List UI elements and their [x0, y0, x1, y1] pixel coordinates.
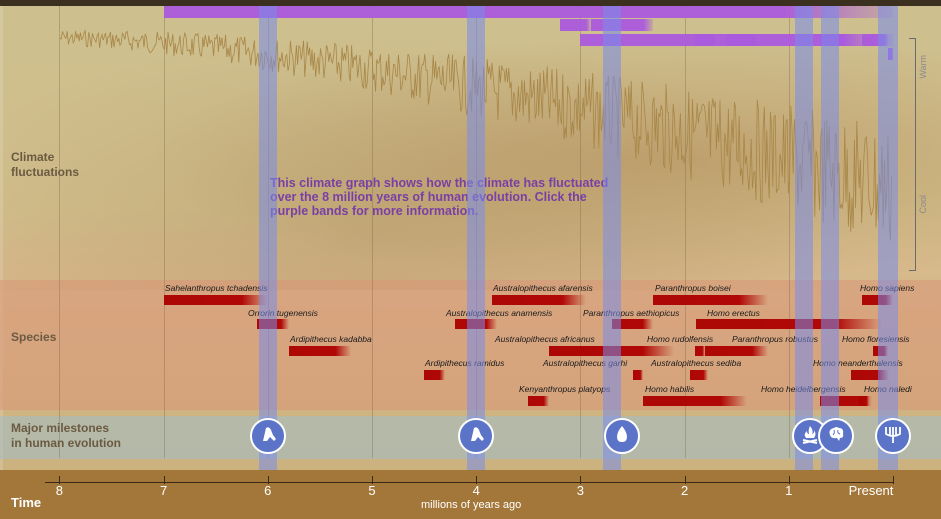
species-label[interactable]: Australopithecus anamensis [446, 308, 553, 318]
trident-tools-icon [882, 423, 904, 450]
climate-row-label: Climate fluctuations [11, 150, 79, 179]
species-bar[interactable] [163, 295, 268, 305]
grid-line [684, 6, 686, 458]
axis-tick-label: 1 [785, 483, 793, 498]
purple-period-bar[interactable] [726, 34, 758, 46]
axis-tick-label: 4 [472, 483, 480, 498]
species-label[interactable]: Australopithecus garhi [543, 358, 628, 368]
species-label[interactable]: Australopithecus afarensis [493, 283, 593, 293]
species-label[interactable]: Kenyanthropus platyops [519, 384, 611, 394]
species-label[interactable]: Paranthropus robustus [732, 334, 818, 344]
warm-label: Warm [918, 55, 928, 79]
climate-band[interactable] [795, 6, 814, 470]
axis-tick [684, 476, 686, 484]
species-label[interactable]: Australopithecus sediba [651, 358, 742, 368]
grid-line [163, 6, 165, 458]
axis-title: millions of years ago [421, 499, 522, 511]
species-bar[interactable] [695, 346, 706, 356]
axis-tick [893, 476, 894, 484]
species-bar[interactable] [491, 295, 586, 305]
axis-tick-label: Present [848, 483, 894, 498]
purple-period-bar[interactable] [695, 34, 716, 46]
axis-tick-label: 5 [368, 483, 376, 498]
species-label[interactable]: Homo habilis [645, 384, 695, 394]
axis-tick [267, 476, 269, 484]
milestone-button[interactable] [875, 418, 911, 454]
climate-band[interactable] [821, 6, 840, 470]
top-strip [0, 0, 941, 6]
purple-period-bar[interactable] [559, 19, 591, 31]
species-bar[interactable] [851, 370, 889, 380]
stone-tool-icon [611, 423, 633, 450]
species-bar[interactable] [611, 319, 654, 329]
axis-tick-label: 2 [680, 483, 689, 498]
species-label[interactable]: Paranthropus aethiopicus [583, 308, 680, 318]
species-bar[interactable] [528, 396, 550, 406]
warm-cool-scale [909, 38, 916, 271]
milestone-button[interactable] [249, 418, 286, 454]
bipedal-walking-icon [257, 423, 279, 450]
species-bar[interactable] [820, 396, 873, 406]
species-bar[interactable] [632, 370, 643, 380]
species-bar[interactable] [642, 396, 748, 406]
campfire-icon [799, 423, 821, 450]
climate-band[interactable] [258, 6, 277, 470]
milestone-button[interactable] [458, 418, 495, 454]
axis-tick [163, 476, 165, 484]
species-bar[interactable] [288, 346, 352, 356]
species-label[interactable]: Homo neanderthalensis [813, 358, 903, 368]
species-row-label: Species [11, 330, 57, 344]
axis-tick [788, 476, 790, 484]
species-bar[interactable] [689, 370, 708, 380]
cool-label: Cool [918, 195, 928, 214]
species-bar[interactable] [705, 346, 768, 356]
species-bar[interactable] [858, 396, 870, 406]
axis-line [45, 482, 893, 483]
climate-band[interactable] [877, 6, 898, 470]
species-label[interactable]: Orrorin tugenensis [248, 308, 318, 318]
purple-period-bar[interactable] [590, 19, 654, 31]
brain-icon [825, 423, 847, 450]
grid-line [59, 6, 61, 458]
species-label[interactable]: Sahelanthropus tchadensis [165, 283, 268, 293]
milestones-row-label: Major milestones in human evolution [11, 421, 121, 450]
axis-tick-label: 7 [159, 483, 168, 498]
species-bar[interactable] [424, 370, 445, 380]
species-label[interactable]: Homo rudolfensis [647, 334, 714, 344]
species-label[interactable]: Homo floresiensis [842, 334, 910, 344]
climate-band[interactable] [602, 6, 621, 470]
grid-line [372, 6, 373, 458]
grid-line [788, 6, 790, 458]
milestone-button[interactable] [604, 418, 641, 454]
species-label[interactable]: Ardipithecus ramidus [425, 358, 505, 368]
species-label[interactable]: Ardipithecus kadabba [290, 334, 372, 344]
axis-tick-label: 6 [264, 483, 272, 498]
species-bar[interactable] [696, 319, 882, 329]
species-label[interactable]: Paranthropus boisei [655, 283, 731, 293]
axis-tick-label: 8 [55, 483, 64, 498]
grid-line [580, 6, 582, 458]
bipedal-walking-icon [465, 423, 487, 450]
climate-band[interactable] [467, 6, 486, 470]
purple-period-bar[interactable] [163, 6, 893, 18]
time-axis [0, 470, 941, 519]
time-label: Time [11, 495, 42, 510]
axis-tick [372, 476, 373, 484]
species-bar[interactable] [861, 295, 893, 305]
species-label[interactable]: Homo erectus [707, 308, 760, 318]
axis-tick [580, 476, 582, 484]
milestone-button[interactable] [817, 418, 854, 454]
instruction-note: This climate graph shows how the climate… [270, 176, 609, 218]
species-bar[interactable] [653, 295, 768, 305]
species-label[interactable]: Australopithecus africanus [495, 334, 595, 344]
axis-tick [59, 476, 61, 484]
axis-tick [476, 476, 478, 484]
left-edge [0, 6, 3, 470]
axis-tick-label: 3 [576, 483, 585, 498]
